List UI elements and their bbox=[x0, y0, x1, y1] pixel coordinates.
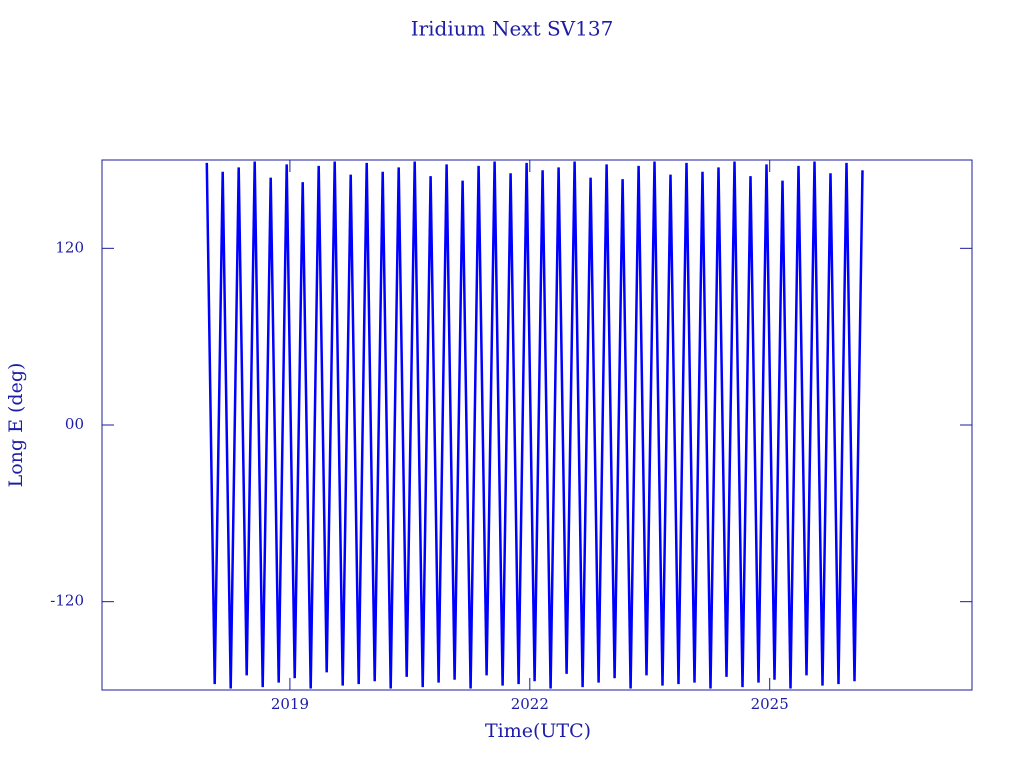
x-tick-label: 2019 bbox=[271, 695, 309, 713]
chart-title: Iridium Next SV137 bbox=[411, 17, 614, 41]
data-line bbox=[205, 161, 864, 689]
x-tick-label: 2025 bbox=[751, 695, 789, 713]
y-axis-label: Long E (deg) bbox=[5, 363, 27, 488]
x-tick-label: 2022 bbox=[511, 695, 549, 713]
y-tick-label: 120 bbox=[55, 238, 84, 256]
plot-area bbox=[205, 161, 864, 689]
y-tick-label: 00 bbox=[65, 415, 84, 433]
y-tick-label: -120 bbox=[50, 592, 84, 610]
x-axis-label: Time(UTC) bbox=[485, 720, 591, 742]
